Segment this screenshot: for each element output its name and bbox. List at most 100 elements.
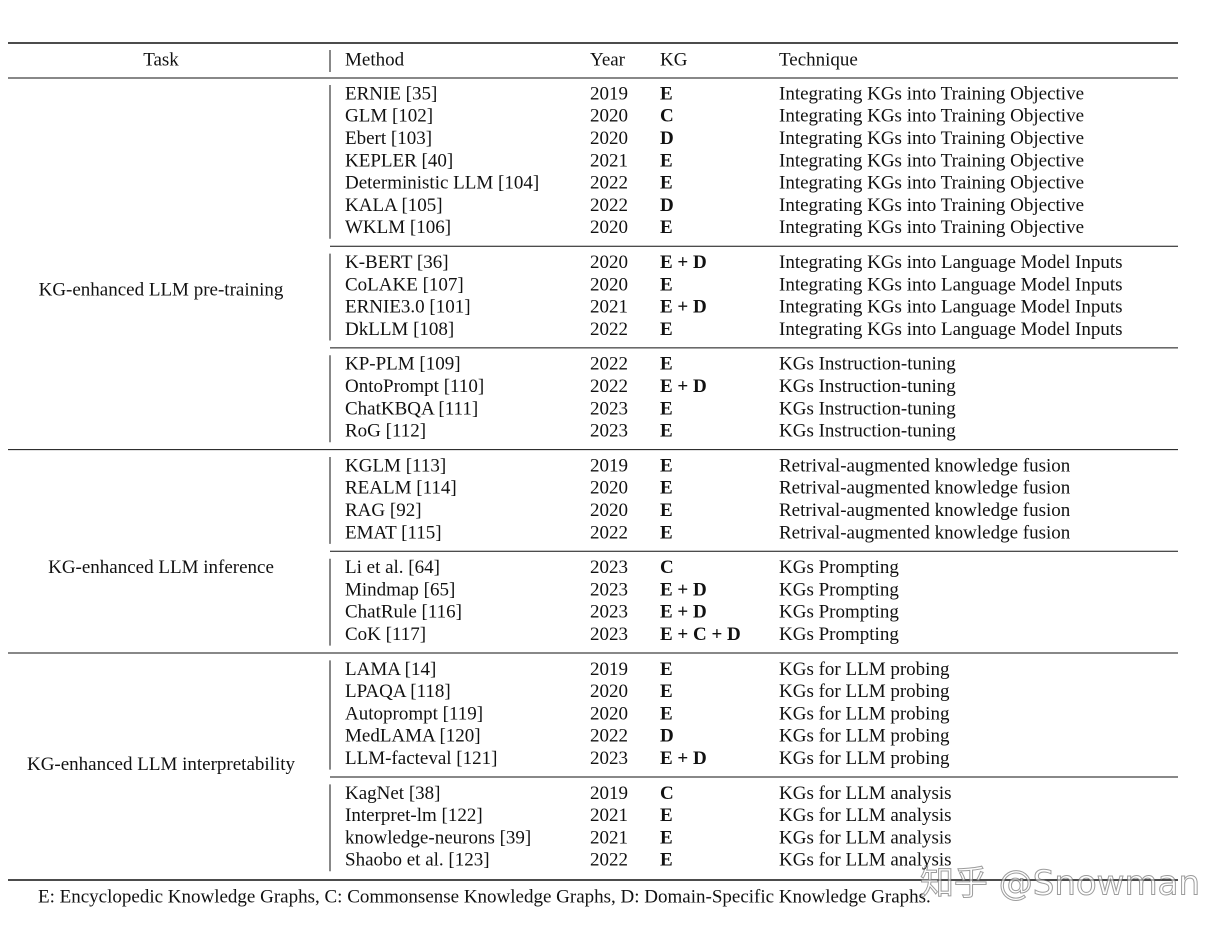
kg: E	[660, 522, 673, 543]
technique: KGs Instruction-tuning	[779, 376, 956, 397]
technique: Integrating KGs into Language Model Inpu…	[779, 319, 1123, 340]
kg: E + D	[660, 376, 707, 397]
method: MedLAMA [120]	[345, 726, 481, 747]
method: Shaobo et al. [123]	[345, 850, 490, 871]
method: KP-PLM [109]	[345, 354, 461, 375]
technique: KGs for LLM analysis	[779, 805, 952, 826]
year: 2023	[590, 624, 628, 645]
year: 2022	[590, 726, 628, 747]
method: Deterministic LLM [104]	[345, 173, 539, 194]
method: LAMA [14]	[345, 659, 436, 680]
technique: Integrating KGs into Language Model Inpu…	[779, 297, 1123, 318]
method: K-BERT [36]	[345, 252, 449, 273]
method: ChatRule [116]	[345, 602, 462, 623]
year: 2022	[590, 522, 628, 543]
kg: E + D	[660, 748, 707, 769]
kg: E + D	[660, 297, 707, 318]
year: 2019	[590, 659, 628, 680]
year: 2023	[590, 398, 628, 419]
method: DkLLM [108]	[345, 319, 454, 340]
technique: Retrival-augmented knowledge fusion	[779, 500, 1071, 521]
technique: KGs Instruction-tuning	[779, 398, 956, 419]
method: ERNIE [35]	[345, 83, 437, 104]
kg: D	[660, 726, 674, 747]
method: CoLAKE [107]	[345, 274, 464, 295]
method: Interpret-lm [122]	[345, 805, 483, 826]
method: ERNIE3.0 [101]	[345, 297, 471, 318]
year: 2022	[590, 850, 628, 871]
technique: KGs for LLM probing	[779, 659, 950, 680]
method: EMAT [115]	[345, 522, 442, 543]
method: Ebert [103]	[345, 128, 432, 149]
header-cell: KG	[660, 49, 688, 70]
method: LPAQA [118]	[345, 681, 451, 702]
kg: E	[660, 354, 673, 375]
kg: E	[660, 398, 673, 419]
technique: KGs Instruction-tuning	[779, 354, 956, 375]
method: Li et al. [64]	[345, 557, 440, 578]
method: GLM [102]	[345, 106, 433, 127]
kg: E + C + D	[660, 624, 741, 645]
method: ChatKBQA [111]	[345, 398, 478, 419]
method: REALM [114]	[345, 478, 457, 499]
task: KG-enhanced LLM interpretability	[27, 754, 296, 775]
header-cell: Method	[345, 49, 405, 70]
kg: E	[660, 274, 673, 295]
method: knowledge-neurons [39]	[345, 827, 531, 848]
technique: KGs for LLM probing	[779, 748, 950, 769]
technique: KGs for LLM probing	[779, 681, 950, 702]
technique: Integrating KGs into Training Objective	[779, 128, 1084, 149]
header-cell: Task	[143, 49, 179, 70]
kg: E	[660, 421, 673, 442]
year: 2021	[590, 297, 628, 318]
kg: E	[660, 455, 673, 476]
year: 2020	[590, 106, 628, 127]
technique: KGs for LLM probing	[779, 703, 950, 724]
footnote: E: Encyclopedic Knowledge Graphs, C: Com…	[38, 886, 931, 907]
year: 2022	[590, 173, 628, 194]
year: 2023	[590, 421, 628, 442]
method: Autoprompt [119]	[345, 703, 483, 724]
kg: E	[660, 659, 673, 680]
technique: KGs Prompting	[779, 602, 899, 623]
technique: KGs Instruction-tuning	[779, 421, 956, 442]
method: WKLM [106]	[345, 217, 451, 238]
year: 2019	[590, 455, 628, 476]
method: RAG [92]	[345, 500, 422, 521]
year: 2022	[590, 319, 628, 340]
technique: Integrating KGs into Training Objective	[779, 150, 1084, 171]
technique: KGs Prompting	[779, 557, 899, 578]
year: 2020	[590, 274, 628, 295]
method: KEPLER [40]	[345, 150, 453, 171]
year: 2023	[590, 579, 628, 600]
year: 2020	[590, 217, 628, 238]
kg: E	[660, 173, 673, 194]
technique: KGs for LLM probing	[779, 726, 950, 747]
kg: E	[660, 83, 673, 104]
task: KG-enhanced LLM inference	[48, 557, 274, 578]
technique: Integrating KGs into Training Objective	[779, 173, 1084, 194]
year: 2023	[590, 602, 628, 623]
technique: KGs Prompting	[779, 579, 899, 600]
kg: E	[660, 827, 673, 848]
kg: E	[660, 805, 673, 826]
year: 2021	[590, 150, 628, 171]
technique: Retrival-augmented knowledge fusion	[779, 478, 1071, 499]
method: RoG [112]	[345, 421, 426, 442]
header-cell: Technique	[779, 49, 858, 70]
kg: E	[660, 703, 673, 724]
kg: E	[660, 681, 673, 702]
year: 2020	[590, 703, 628, 724]
year: 2020	[590, 252, 628, 273]
year: 2019	[590, 783, 628, 804]
method: KGLM [113]	[345, 455, 446, 476]
year: 2021	[590, 805, 628, 826]
method: KALA [105]	[345, 195, 443, 216]
method: CoK [117]	[345, 624, 426, 645]
kg: C	[660, 106, 674, 127]
year: 2020	[590, 478, 628, 499]
technique: KGs for LLM analysis	[779, 783, 952, 804]
kg: E	[660, 500, 673, 521]
